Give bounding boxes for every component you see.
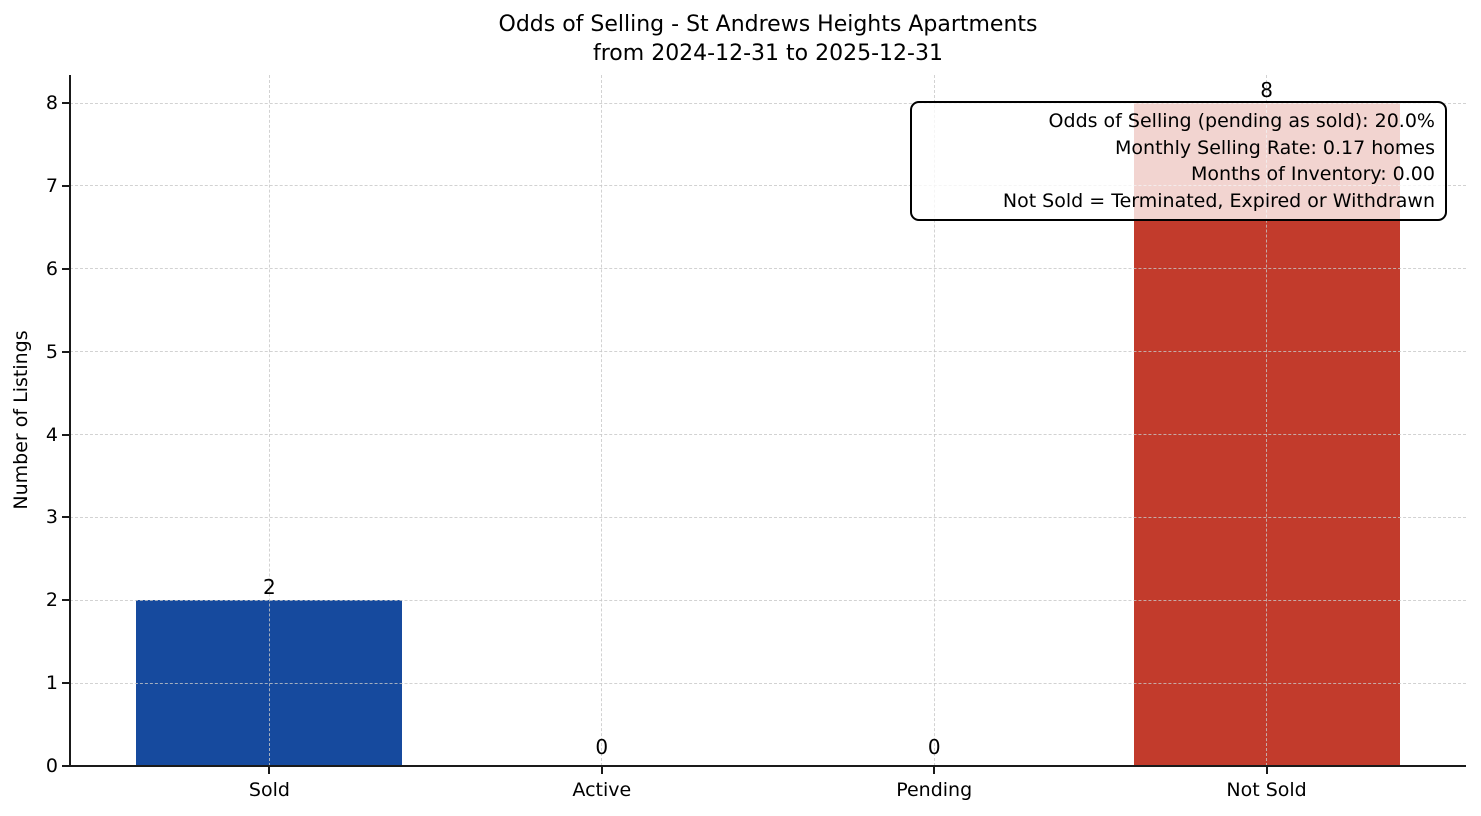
y-tick-label: 3	[45, 506, 58, 529]
annotation-line-odds: Odds of Selling (pending as sold): 20.0%	[1048, 110, 1435, 132]
bar-value-label-active: 0	[595, 735, 609, 759]
chart-title-line1: Odds of Selling - St Andrews Heights Apa…	[498, 12, 1038, 37]
chart-title-line2: from 2024-12-31 to 2025-12-31	[593, 41, 943, 66]
chart-title: Odds of Selling - St Andrews Heights Apa…	[70, 10, 1466, 68]
annotation-line-notsold-def: Not Sold = Terminated, Expired or Withdr…	[1002, 189, 1435, 212]
v-gridline	[1266, 75, 1268, 766]
annotation-line-inventory: Months of Inventory: 0.00	[1191, 163, 1435, 185]
y-tick-mark	[62, 433, 70, 436]
v-gridline	[933, 75, 935, 766]
x-axis-line	[69, 765, 1466, 767]
v-gridline	[601, 75, 603, 766]
x-tick-label-pending: Pending	[896, 779, 973, 801]
h-gridline	[70, 599, 1466, 601]
h-gridline	[70, 351, 1466, 353]
y-tick-label: 1	[45, 672, 58, 695]
h-gridline	[70, 185, 1466, 187]
y-tick-label: 6	[45, 257, 58, 280]
bar-value-label-not-sold: 8	[1260, 78, 1273, 102]
y-tick-label: 7	[45, 174, 58, 197]
annotation-box: Odds of Selling (pending as sold): 20.0%…	[910, 101, 1447, 221]
y-tick-mark	[62, 350, 70, 353]
y-tick-mark	[62, 599, 70, 602]
h-gridline	[70, 434, 1466, 435]
y-axis-line	[69, 75, 71, 767]
y-tick-mark	[62, 682, 70, 685]
x-tick-mark	[600, 767, 603, 774]
y-tick-label: 2	[45, 589, 58, 612]
v-gridline	[268, 75, 270, 766]
x-tick-mark	[268, 767, 271, 774]
y-tick-mark	[62, 765, 70, 767]
h-gridline	[70, 102, 1466, 104]
y-tick-label: 4	[45, 423, 58, 446]
bar-value-label-sold: 2	[263, 575, 276, 600]
bar-value-label-pending: 0	[927, 735, 941, 759]
x-tick-label-not-sold: Not Sold	[1226, 779, 1307, 801]
x-tick-mark	[933, 767, 936, 774]
x-tick-label-sold: Sold	[248, 779, 290, 801]
h-gridline	[70, 268, 1466, 270]
y-tick-label: 0	[45, 755, 58, 777]
h-gridline	[70, 516, 1466, 518]
y-tick-mark	[62, 184, 70, 187]
y-tick-mark	[62, 102, 70, 104]
x-tick-mark	[1265, 767, 1268, 774]
h-gridline	[70, 682, 1466, 684]
y-tick-label: 8	[45, 92, 58, 114]
y-tick-mark	[62, 267, 70, 270]
annotation-line-rate: Monthly Selling Rate: 0.17 homes	[1115, 136, 1435, 159]
y-tick-label: 5	[45, 340, 58, 363]
y-tick-mark	[62, 516, 70, 519]
x-tick-label-active: Active	[572, 779, 632, 801]
